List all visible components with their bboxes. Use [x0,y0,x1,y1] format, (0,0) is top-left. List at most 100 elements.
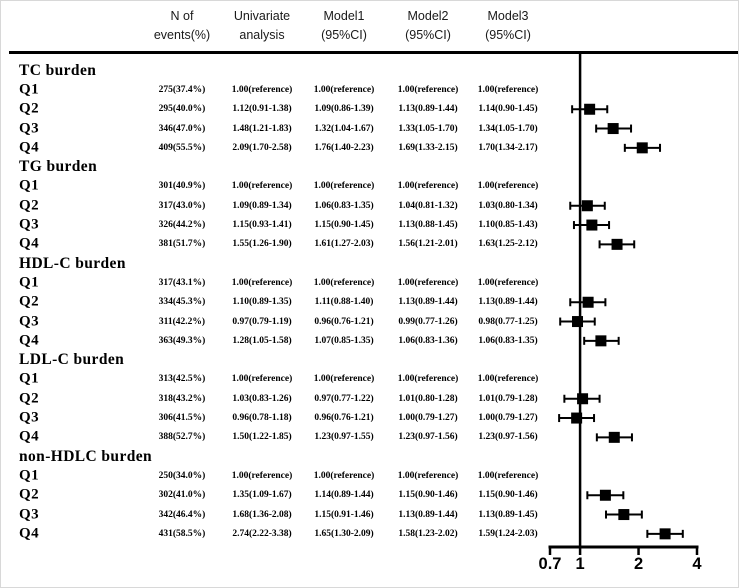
col-header-line1: N of [170,9,194,23]
cell-model1: 1.15(0.90-1.45) [314,220,374,231]
cell-model3: 1.59(1.24-2.03) [478,528,538,539]
quartile-label: Q3 [19,313,39,330]
estimate-marker [599,489,611,501]
cell-model2: 1.00(0.79-1.27) [398,413,458,424]
cell-model1: 1.00(reference) [313,374,375,385]
cell-univariate: 1.15(0.93-1.41) [232,220,292,231]
cell-model2: 0.99(0.77-1.26) [398,316,458,327]
cell-model1: 1.00(reference) [313,84,375,95]
cell-model1: 1.00(reference) [313,470,375,481]
estimate-marker [611,238,623,250]
cell-model1: 1.11(0.88-1.40) [314,297,374,308]
quartile-label: Q4 [19,139,39,156]
cell-model1: 1.23(0.97-1.55) [314,432,374,443]
cell-model2: 1.58(1.23-2.02) [398,528,458,539]
cell-univariate: 1.12(0.91-1.38) [232,104,292,115]
cell-univariate: 1.00(reference) [231,374,293,385]
col-header-model2: Model2 (95%CI) [405,7,451,45]
estimate-marker [607,123,619,135]
x-tick-label: 2 [633,555,644,573]
group-label: TC burden [19,61,97,79]
cell-model3: 1.01(0.79-1.28) [478,393,538,404]
cell-univariate: 2.09(1.70-2.58) [232,142,292,153]
cell-model1: 0.97(0.77-1.22) [314,393,374,404]
cell-univariate: 0.96(0.78-1.18) [232,413,292,424]
estimate-marker [584,103,596,115]
cell-model2: 1.13(0.88-1.45) [398,220,458,231]
estimate-marker [581,200,593,212]
cell-univariate: 1.00(reference) [231,181,293,192]
cell-n-events: 313(42.5%) [158,374,206,385]
cell-model3: 1.14(0.90-1.45) [478,104,538,115]
cell-n-events: 301(40.9%) [158,181,206,192]
quartile-label: Q4 [19,525,39,542]
cell-model1: 1.61(1.27-2.03) [314,239,374,250]
cell-model2: 1.56(1.21-2.01) [398,239,458,250]
cell-univariate: 1.35(1.09-1.67) [232,490,292,501]
col-header-line1: Model3 [487,9,529,23]
cell-univariate: 1.55(1.26-1.90) [232,239,292,250]
cell-model1: 1.65(1.30-2.09) [314,528,374,539]
quartile-label: Q1 [19,81,39,98]
x-tick-label: 0.7 [538,555,562,573]
quartile-label: Q1 [19,467,39,484]
cell-model1: 0.96(0.76-1.21) [314,316,374,327]
quartile-label: Q4 [19,235,39,252]
estimate-marker [572,316,584,328]
quartile-label: Q2 [19,100,39,117]
cell-model2: 1.15(0.90-1.46) [398,490,458,501]
quartile-label: Q2 [19,197,39,214]
cell-n-events: 326(44.2%) [158,220,206,231]
cell-n-events: 363(49.3%) [158,335,206,346]
col-header-model1: Model1 (95%CI) [321,7,367,45]
cell-univariate: 1.00(reference) [231,84,293,95]
cell-model1: 1.32(1.04-1.67) [314,123,374,134]
cell-model3: 1.10(0.85-1.43) [478,220,538,231]
col-header-line1: Model2 [407,9,449,23]
cell-model2: 1.13(0.89-1.44) [398,104,458,115]
cell-n-events: 311(42.2%) [158,316,206,327]
cell-n-events: 250(34.0%) [158,470,206,481]
cell-model3: 1.00(reference) [477,374,539,385]
cell-model3: 1.23(0.97-1.56) [478,432,538,443]
cell-model2: 1.13(0.89-1.44) [398,297,458,308]
cell-n-events: 381(51.7%) [158,239,206,250]
cell-univariate: 1.09(0.89-1.34) [232,200,292,211]
cell-model2: 1.00(reference) [397,84,459,95]
col-header-model3: Model3 (95%CI) [485,7,531,45]
cell-univariate: 1.50(1.22-1.85) [232,432,292,443]
cell-model1: 1.76(1.40-2.23) [314,142,374,153]
group-label: HDL-C burden [19,254,126,272]
col-header-n-events: N of events(%) [154,7,210,45]
cell-model2: 1.01(0.80-1.28) [398,393,458,404]
cell-n-events: 317(43.0%) [158,200,206,211]
cell-model1: 1.00(reference) [313,277,375,288]
cell-univariate: 1.00(reference) [231,277,293,288]
quartile-label: Q3 [19,120,39,137]
estimate-marker [571,412,583,424]
col-header-line2: analysis [239,28,285,42]
cell-univariate: 1.10(0.89-1.35) [232,297,292,308]
cell-model1: 1.15(0.91-1.46) [314,509,374,520]
estimate-marker [608,431,620,443]
estimate-marker [577,393,589,405]
group-label: LDL-C burden [19,351,125,369]
cell-model3: 1.00(reference) [477,470,539,481]
cell-n-events: 318(43.2%) [158,393,206,404]
quartile-label: Q2 [19,486,39,503]
cell-model3: 1.00(reference) [477,181,539,192]
header-divider-line [9,51,738,54]
cell-model2: 1.69(1.33-2.15) [398,142,458,153]
col-header-line1: Univariate [233,9,291,23]
quartile-label: Q4 [19,428,39,445]
cell-model3: 1.00(0.79-1.27) [478,413,538,424]
cell-model3: 1.70(1.34-2.17) [478,142,538,153]
cell-model2: 1.00(reference) [397,374,459,385]
quartile-label: Q3 [19,409,39,426]
quartile-label: Q1 [19,177,39,194]
cell-model2: 1.00(reference) [397,470,459,481]
estimate-marker [636,142,648,154]
col-header-line2: events(%) [153,28,211,42]
cell-model2: 1.23(0.97-1.56) [398,432,458,443]
cell-model2: 1.04(0.81-1.32) [398,200,458,211]
